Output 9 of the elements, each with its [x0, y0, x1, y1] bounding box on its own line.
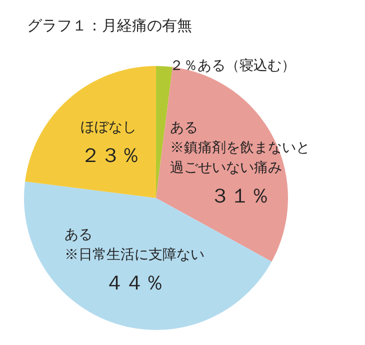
data-label: ４４％ [104, 272, 165, 295]
slice-label: ある（寝込む） [197, 58, 296, 74]
data-label: ２３％ [80, 145, 140, 168]
data-label: ２％ [169, 58, 198, 74]
slice-label: ある ※日常生活に支障ない [64, 228, 205, 264]
slice-label: ほぼなし [80, 120, 136, 136]
slice-label: ある ※鎮痛剤を飲まないと過ごせいない痛み [170, 121, 310, 176]
data-label: ３１％ [210, 186, 270, 208]
chart-title: グラフ１：月経痛の有無 [27, 18, 192, 34]
